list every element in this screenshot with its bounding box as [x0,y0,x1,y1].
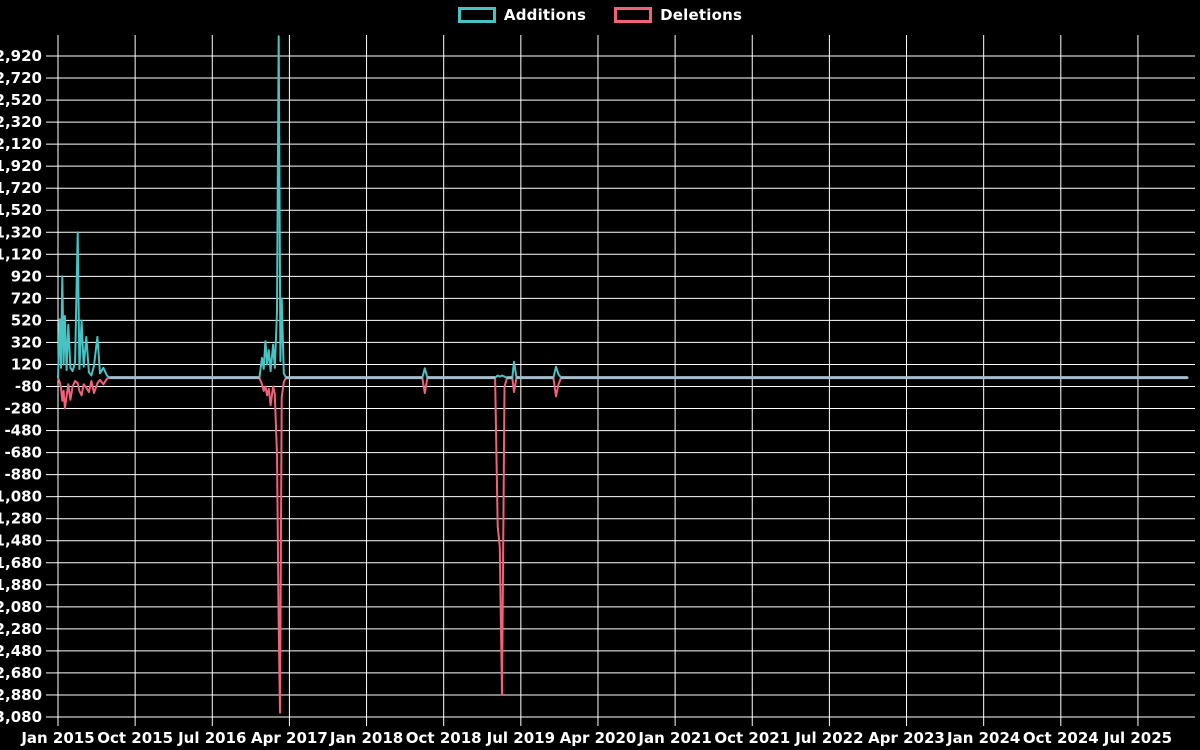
svg-text:1,720: 1,720 [0,179,42,197]
svg-text:320: 320 [11,333,42,351]
svg-text:Jan 2024: Jan 2024 [946,729,1020,747]
svg-text:920: 920 [11,267,42,285]
svg-text:2,520: 2,520 [0,91,42,109]
svg-text:Oct 2018: Oct 2018 [406,729,482,747]
svg-text:-1,080: -1,080 [0,488,42,506]
svg-text:Jul 2019: Jul 2019 [486,729,555,747]
svg-text:120: 120 [11,355,42,373]
svg-text:Jul 2025: Jul 2025 [1103,729,1172,747]
chart-legend: Additions Deletions [0,6,1200,24]
svg-text:2,720: 2,720 [0,69,42,87]
svg-text:2,920: 2,920 [0,47,42,65]
svg-text:-2,680: -2,680 [0,664,42,682]
svg-text:Oct 2021: Oct 2021 [714,729,790,747]
svg-text:1,520: 1,520 [0,201,42,219]
svg-text:Jul 2016: Jul 2016 [177,729,246,747]
svg-text:-2,280: -2,280 [0,620,42,638]
legend-label-additions: Additions [503,6,587,24]
svg-text:1,120: 1,120 [0,245,42,263]
svg-text:1,920: 1,920 [0,157,42,175]
svg-text:2,320: 2,320 [0,113,42,131]
svg-text:Apr 2020: Apr 2020 [560,729,637,747]
svg-text:-1,880: -1,880 [0,576,42,594]
svg-text:Jan 2021: Jan 2021 [637,729,711,747]
legend-label-deletions: Deletions [660,6,743,24]
deletions-swatch-icon [614,7,653,23]
additions-swatch-icon [457,7,496,23]
legend-item-additions[interactable]: Additions [457,6,587,24]
y-axis: 2,920 2,720 2,520 2,320 2,120 1,920 1,720 1,520… [0,47,1195,726]
svg-text:-480: -480 [4,422,42,440]
svg-text:Jan 2018: Jan 2018 [329,729,403,747]
svg-text:-2,480: -2,480 [0,642,42,660]
svg-text:Jan 2015: Jan 2015 [20,729,94,747]
x-axis: Jan 2015 Oct 2015 Jul 2016 Apr 2017 Jan 2018… [20,35,1172,747]
svg-text:Jul 2022: Jul 2022 [794,729,863,747]
svg-text:-80: -80 [15,378,42,396]
svg-text:2,120: 2,120 [0,135,42,153]
svg-text:-2,080: -2,080 [0,598,42,616]
svg-text:-1,680: -1,680 [0,554,42,572]
legend-item-deletions[interactable]: Deletions [614,6,742,24]
svg-text:720: 720 [11,289,42,307]
series-deletions-line [57,376,1189,714]
svg-text:-1,480: -1,480 [0,532,42,550]
svg-text:1,320: 1,320 [0,223,42,241]
svg-text:Oct 2015: Oct 2015 [97,729,173,747]
svg-text:-1,280: -1,280 [0,510,42,528]
svg-text:520: 520 [11,311,42,329]
svg-text:-280: -280 [4,400,42,418]
svg-text:-880: -880 [4,466,42,484]
svg-text:Apr 2023: Apr 2023 [868,729,945,747]
svg-text:Oct 2024: Oct 2024 [1023,729,1099,747]
svg-text:-2,880: -2,880 [0,686,42,704]
svg-text:-3,080: -3,080 [0,708,42,726]
series-additions-line [57,35,1189,379]
svg-text:Apr 2017: Apr 2017 [251,729,328,747]
svg-text:-680: -680 [4,444,42,462]
